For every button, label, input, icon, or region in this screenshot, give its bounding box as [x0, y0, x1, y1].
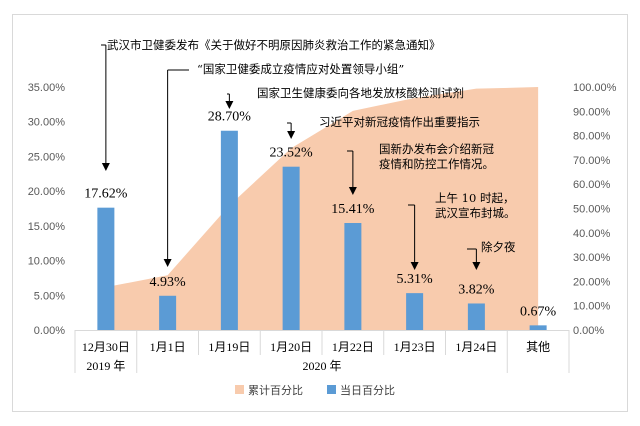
y-right-tick-label: 100.00% [573, 82, 617, 94]
y-left-tick-label: 35.00% [28, 82, 66, 94]
legend-label: 累计百分比 [248, 384, 303, 397]
y-left-tick-label: 20.00% [28, 186, 66, 198]
annotation-arrowhead [101, 163, 110, 171]
y-left-tick-label: 25.00% [28, 151, 66, 163]
bar [97, 207, 115, 330]
bar [529, 325, 547, 330]
y-right-tick-label: 50.00% [573, 204, 611, 216]
annotation-text: 除夕夜 [481, 240, 516, 254]
y-right-tick-label: 40.00% [573, 228, 611, 240]
x-tick-label: 12月30日 [82, 340, 130, 354]
annotation-text: 武汉市卫健委发布《关于做好不明原因肺炎救治工作的紧急通知》 [107, 38, 441, 52]
annotation-arrowhead [348, 187, 357, 195]
cumulative-area [105, 87, 539, 330]
legend-swatch [235, 385, 244, 394]
y-right-tick-label: 20.00% [573, 276, 611, 288]
bar [467, 303, 485, 330]
group-label: 2020 年 [302, 359, 341, 373]
bar [344, 223, 362, 330]
x-tick-label: 1月23日 [394, 340, 436, 354]
annotation-text: 疫情和防控工作情况。 [379, 157, 494, 171]
annotation-text: 武汉宣布封城。 [435, 206, 516, 220]
x-tick-label: 1月19日 [208, 340, 250, 354]
y-right-tick-label: 80.00% [573, 131, 611, 143]
data-label: 15.41% [331, 202, 375, 217]
annotation-arrowhead [225, 101, 234, 109]
x-tick-label: 1月22日 [332, 340, 374, 354]
annotation-text: 上午 10 时起， [435, 191, 514, 205]
annotation-arrowhead [163, 259, 172, 267]
y-right-tick-label: 0.00% [573, 325, 604, 337]
data-label: 17.62% [84, 187, 128, 202]
y-right-tick-label: 60.00% [573, 179, 611, 191]
legend-swatch [327, 385, 336, 394]
x-tick-label: 1月1日 [150, 340, 186, 354]
bar [282, 166, 300, 330]
annotation-text: 国家卫生健康委向各地发放核酸检测试剂 [257, 86, 464, 100]
annotation-arrowhead [287, 131, 296, 139]
y-right-tick-label: 30.00% [573, 252, 611, 264]
x-tick-label: 1月20日 [270, 340, 312, 354]
y-right-tick-label: 10.00% [573, 301, 611, 313]
y-right-tick-label: 70.00% [573, 155, 611, 167]
y-left-tick-label: 30.00% [28, 117, 66, 129]
annotation-text: “国家卫健委成立疫情应对处置领导小组” [197, 62, 404, 76]
y-left-tick-label: 5.00% [34, 290, 65, 302]
data-label: 28.70% [208, 110, 252, 125]
y-left-tick-label: 15.00% [28, 221, 66, 233]
annotation-arrowhead [410, 262, 419, 270]
y-left-tick-label: 0.00% [34, 325, 65, 337]
bar [159, 295, 177, 330]
bar [220, 130, 238, 330]
bar [406, 293, 424, 330]
data-label: 5.31% [397, 272, 434, 287]
data-label: 4.93% [150, 275, 187, 290]
y-right-tick-label: 90.00% [573, 106, 611, 118]
annotation-text: 国新办发布会介绍新冠 [379, 142, 494, 156]
chart-frame: 0.00% 5.00% 10.00% 15.00% 20.00% 25.00% 30.00%… [12, 14, 628, 412]
data-label: 3.82% [458, 282, 495, 297]
y-left-tick-label: 10.00% [28, 256, 66, 268]
group-label: 2019 年 [86, 359, 125, 373]
chart-svg: 0.00% 5.00% 10.00% 15.00% 20.00% 25.00% 30.00%… [28, 38, 617, 397]
data-label: 0.67% [520, 304, 557, 319]
annotation-text: 习近平对新冠疫情作出重要指示 [319, 115, 480, 129]
x-tick-label: 其他 [526, 340, 550, 354]
annotation-arrowhead [472, 262, 481, 270]
x-tick-label: 1月24日 [455, 340, 497, 354]
data-label: 23.52% [270, 146, 314, 161]
legend-label: 当日百分比 [340, 383, 395, 397]
